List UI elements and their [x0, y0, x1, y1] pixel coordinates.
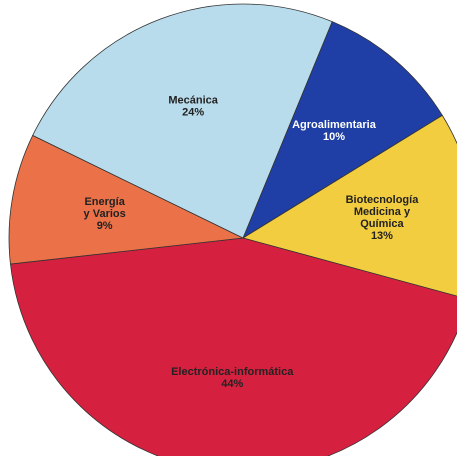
- slice-label: y Varios: [84, 208, 126, 220]
- pie-slice: [242, 21, 443, 239]
- slice-label: Agroalimentaria: [292, 119, 377, 131]
- slice-value-label: 44%: [221, 378, 243, 390]
- slice-value-label: 24%: [182, 107, 204, 119]
- slice-value-label: 10%: [323, 131, 345, 143]
- pie-slice: [242, 114, 457, 297]
- slice-label: Medicina y: [354, 206, 411, 218]
- pie-slice: [8, 134, 245, 265]
- slice-label: Biotecnología: [346, 194, 420, 206]
- slice-label: Química: [360, 218, 404, 230]
- slice-label: Electrónica-informática: [171, 366, 294, 378]
- pie-slice: [32, 3, 333, 239]
- slice-value-label: 13%: [371, 230, 393, 242]
- slice-label: Energía: [84, 196, 125, 208]
- slice-value-label: 9%: [97, 220, 113, 232]
- pie-slice: [10, 237, 457, 456]
- slice-label: Mecánica: [168, 95, 218, 107]
